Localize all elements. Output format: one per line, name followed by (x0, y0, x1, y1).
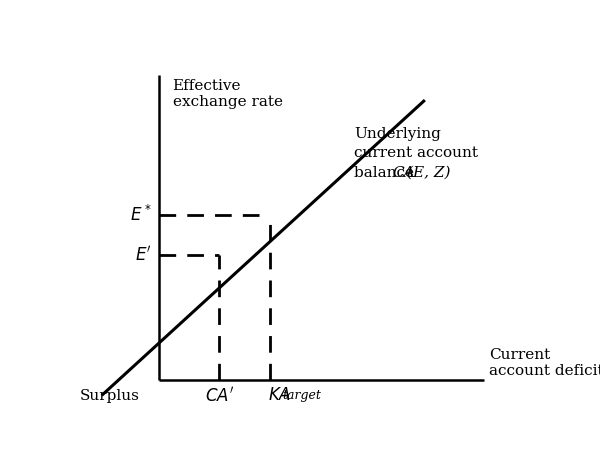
Text: current account: current account (354, 146, 478, 160)
Text: target: target (282, 389, 321, 402)
Text: Effective
exchange rate: Effective exchange rate (173, 79, 283, 109)
Text: $CA'$: $CA'$ (205, 387, 234, 406)
Text: $KA$: $KA$ (268, 387, 291, 404)
Text: $E^*$: $E^*$ (130, 205, 152, 225)
Text: $E'$: $E'$ (135, 246, 152, 265)
Text: Underlying: Underlying (354, 128, 441, 141)
Text: CA: CA (392, 166, 415, 180)
Text: Current
account deficit: Current account deficit (489, 348, 600, 378)
Text: (E, Z): (E, Z) (407, 166, 451, 180)
Text: balance: balance (354, 166, 419, 180)
Text: Surplus: Surplus (80, 389, 140, 403)
